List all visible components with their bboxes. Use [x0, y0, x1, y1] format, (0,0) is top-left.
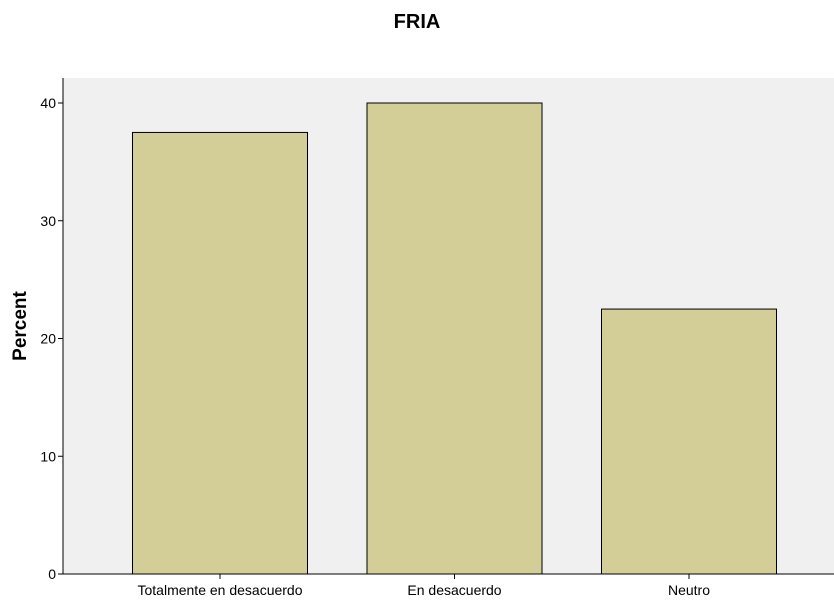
x-tick-label: Totalmente en desacuerdo	[138, 582, 303, 598]
bar-1	[132, 131, 308, 575]
bar-2	[366, 102, 543, 575]
bars-group	[132, 102, 777, 575]
y-tick-label: 30	[40, 213, 56, 229]
x-tick-label: En desacuerdo	[407, 582, 501, 598]
bar-3	[601, 308, 777, 575]
y-tick-label: 40	[40, 95, 56, 111]
y-tick-label: 10	[40, 448, 56, 464]
y-tick-label: 0	[48, 566, 56, 582]
y-axis-title: Percent	[10, 290, 31, 360]
chart-title: FRIA	[394, 11, 441, 33]
x-tick-label: Neutro	[668, 582, 710, 598]
x-axis: Totalmente en desacuerdo En desacuerdo Neu…	[58, 573, 834, 598]
y-axis: 0 10 20 30 40	[40, 78, 64, 582]
y-tick-label: 20	[40, 331, 56, 347]
